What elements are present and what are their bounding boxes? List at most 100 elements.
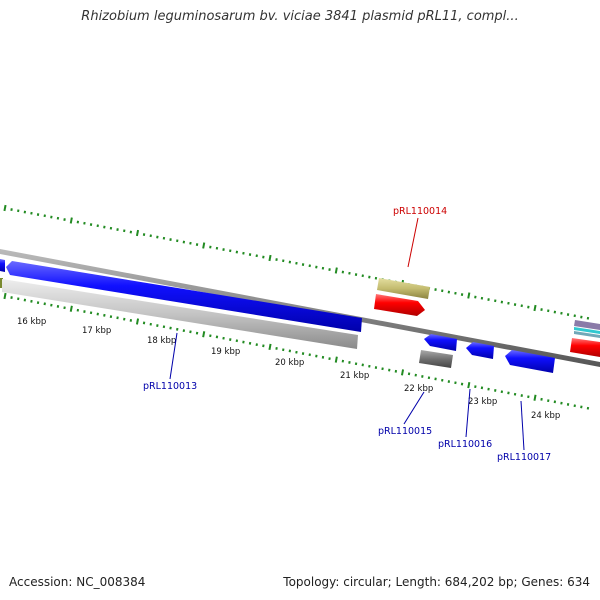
forward-tick-44 — [295, 261, 298, 265]
reverse-tick-20 — [135, 318, 140, 325]
forward-tick-20 — [135, 229, 140, 237]
reverse-tick-4 — [30, 299, 33, 303]
reverse-tick-19 — [129, 319, 133, 322]
gene-prl110015-cds[interactable] — [424, 334, 457, 351]
gene-grey-long[interactable] — [2, 279, 358, 349]
reverse-tick-14 — [96, 312, 99, 316]
forward-tick-80 — [533, 304, 537, 312]
reverse-tick-52 — [348, 361, 351, 364]
forward-tick-25 — [169, 238, 172, 241]
reverse-tick-6 — [43, 302, 46, 306]
forward-tick-0 — [3, 204, 7, 212]
gene-label-prl110016: pRL110016 — [438, 439, 492, 450]
reverse-tick-26 — [176, 327, 179, 331]
forward-tick-87 — [580, 315, 583, 319]
reverse-tick-24 — [162, 325, 166, 329]
forward-tick-42 — [282, 259, 285, 263]
edge-feature-blue[interactable] — [0, 259, 5, 272]
reverse-tick-63 — [421, 375, 424, 378]
reverse-tick-16 — [109, 315, 113, 319]
leader-prl110014 — [407, 217, 419, 268]
forward-tick-70 — [467, 292, 471, 299]
gene-prl110013-cds[interactable] — [6, 261, 362, 332]
reverse-tick-9 — [63, 306, 66, 310]
reverse-tick-21 — [142, 321, 146, 325]
reverse-tick-57 — [381, 367, 384, 371]
reverse-tick-49 — [328, 357, 331, 361]
forward-tick-15 — [103, 225, 106, 229]
reverse-tick-18 — [123, 317, 126, 321]
reverse-tick-32 — [215, 335, 219, 339]
reverse-tick-88 — [586, 406, 590, 410]
forward-tick-26 — [176, 239, 179, 243]
forward-tick-72 — [480, 296, 484, 300]
reverse-tick-56 — [374, 366, 378, 369]
gene-prl110017-cds[interactable] — [505, 350, 555, 373]
forward-tick-3 — [23, 210, 27, 214]
reverse-tick-75 — [500, 390, 504, 394]
reverse-tick-82 — [547, 399, 550, 403]
reverse-strand-ticks — [3, 292, 590, 410]
reverse-tick-74 — [494, 389, 497, 392]
reverse-tick-36 — [242, 340, 245, 344]
leader-prl110015 — [403, 391, 425, 425]
reverse-tick-7 — [50, 303, 53, 307]
forward-tick-38 — [255, 254, 258, 258]
gene-label-prl110015: pRL110015 — [378, 426, 432, 437]
reverse-tick-79 — [527, 395, 530, 399]
reverse-tick-46 — [308, 353, 311, 357]
reverse-tick-8 — [56, 305, 60, 308]
forward-tick-46 — [308, 264, 311, 268]
reverse-tick-73 — [487, 387, 490, 391]
reverse-tick-58 — [388, 368, 391, 372]
reverse-tick-44 — [295, 350, 298, 354]
reverse-tick-76 — [507, 391, 510, 395]
reverse-tick-29 — [195, 331, 199, 335]
edge-feature-cyan[interactable] — [574, 327, 600, 334]
reverse-tick-65 — [434, 377, 437, 381]
reverse-tick-77 — [513, 392, 517, 396]
gene-dark-small[interactable] — [419, 350, 453, 368]
forward-tick-54 — [361, 274, 364, 278]
forward-tick-41 — [275, 258, 278, 261]
forward-tick-48 — [321, 266, 325, 270]
forward-tick-6 — [43, 214, 46, 218]
forward-tick-35 — [235, 250, 239, 254]
forward-tick-36 — [242, 251, 245, 255]
gene-prl110014-cds[interactable] — [374, 294, 425, 316]
reverse-tick-41 — [275, 347, 278, 350]
genome-summary-text: Topology: circular; Length: 684,202 bp; … — [283, 575, 590, 589]
forward-tick-43 — [288, 260, 292, 264]
forward-tick-81 — [540, 308, 543, 311]
reverse-tick-39 — [262, 344, 265, 348]
reverse-tick-81 — [540, 397, 543, 401]
reverse-tick-15 — [103, 313, 106, 317]
edge-feature-red[interactable] — [570, 338, 600, 357]
reverse-tick-33 — [222, 336, 225, 340]
gene-prl110014-rna[interactable] — [377, 278, 430, 299]
forward-tick-18 — [123, 229, 126, 233]
edge-feature-purple[interactable] — [574, 320, 600, 330]
reverse-tick-23 — [156, 324, 159, 327]
reverse-tick-43 — [288, 349, 292, 353]
forward-tick-31 — [209, 245, 212, 249]
forward-tick-47 — [315, 265, 318, 269]
edge-feature-teal[interactable] — [574, 331, 600, 338]
reverse-tick-37 — [248, 341, 252, 345]
forward-tick-82 — [547, 309, 550, 313]
reverse-tick-55 — [368, 364, 371, 368]
forward-tick-14 — [96, 224, 99, 228]
forward-tick-39 — [262, 255, 265, 259]
leader-prl110013 — [169, 332, 178, 380]
forward-tick-76 — [507, 301, 510, 305]
forward-tick-21 — [142, 233, 146, 236]
forward-tick-71 — [474, 295, 477, 299]
reverse-tick-78 — [520, 394, 523, 397]
gene-prl110016-cds[interactable] — [466, 342, 494, 359]
scale-label-18: 18 kbp — [147, 336, 176, 346]
reverse-tick-51 — [341, 359, 345, 363]
forward-tick-8 — [56, 216, 60, 220]
scale-label-22: 22 kbp — [404, 384, 433, 394]
reverse-tick-45 — [301, 352, 305, 355]
accession-text: Accession: NC_008384 — [9, 575, 146, 589]
